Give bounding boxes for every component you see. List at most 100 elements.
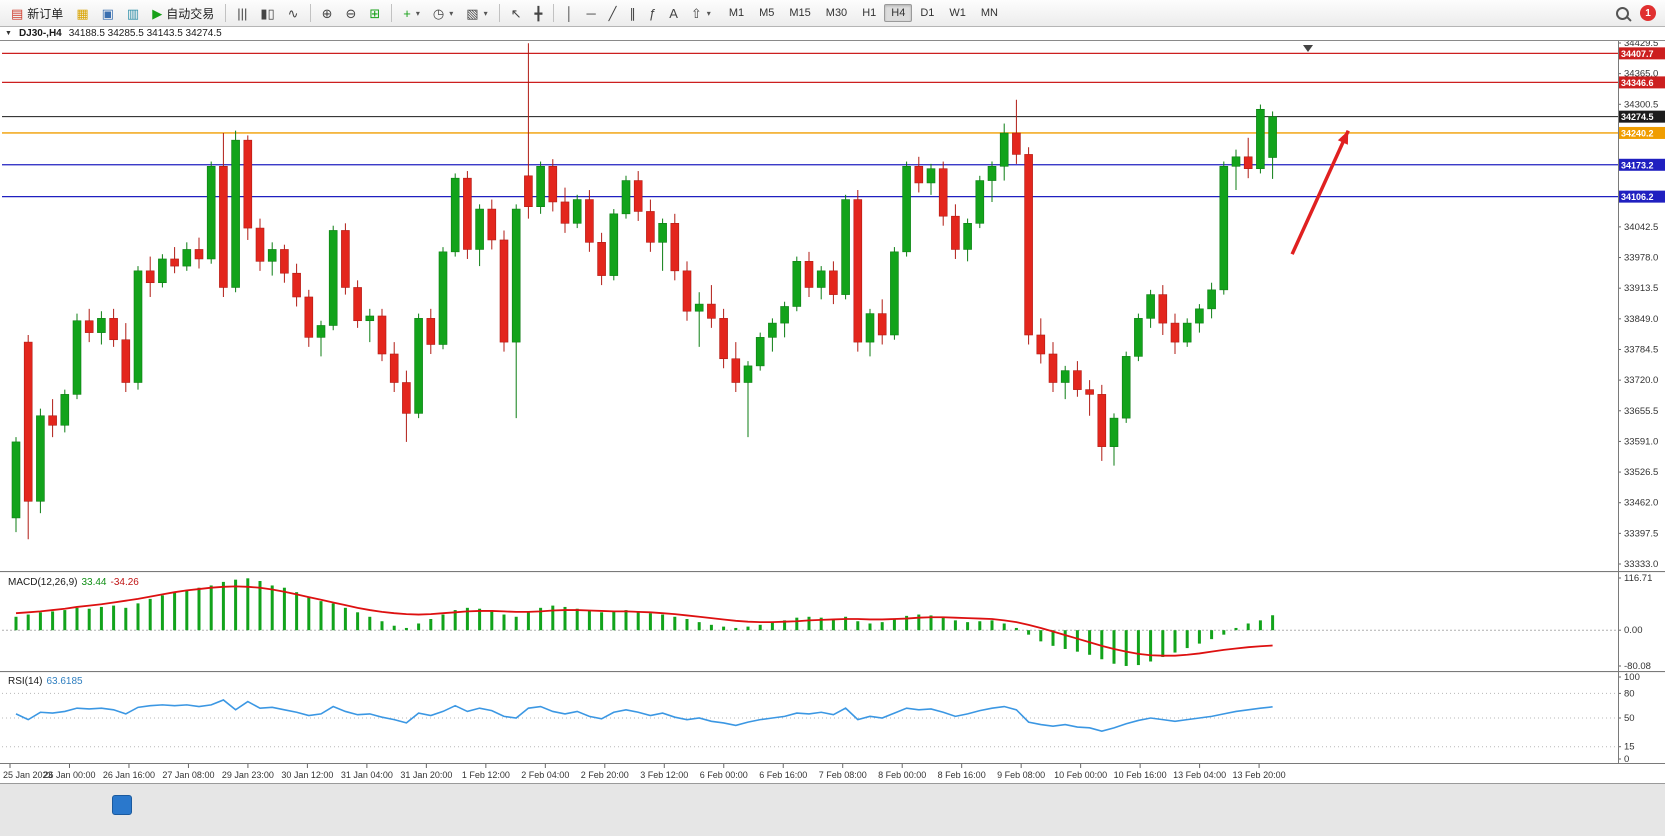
resistance-price-tag-text: 34346.6 [1621, 78, 1654, 88]
zoom-in-button[interactable]: ⊕ [316, 4, 339, 23]
vertical-line-tool-button[interactable]: │ [559, 4, 579, 23]
candlestick-mode-button[interactable]: ▮▯ [254, 4, 280, 23]
bar-chart-mode-button[interactable]: ||| [231, 4, 253, 23]
cursor-tool-button[interactable]: ↖ [505, 4, 528, 23]
candle-body [121, 339, 131, 383]
search-button[interactable] [1610, 4, 1635, 23]
rsi-line [15, 699, 1273, 732]
chart-window[interactable]: 34429.534365.034300.534236.034171.534107… [0, 41, 1665, 783]
candle-body [524, 175, 533, 207]
trendline-icon: ╱ [608, 5, 617, 21]
add-indicator-icon: + [403, 5, 411, 21]
candle-body [548, 166, 558, 203]
line-chart-mode-button[interactable]: ∿ [282, 4, 305, 23]
main-toolbar: ▤ 新订单 ▦ ▣ ▥ ▶ 自动交易 ||| ▮▯ ∿ ⊕ ⊖ ⊞ + ▾ ◷ … [0, 0, 1665, 27]
candle-body [646, 211, 655, 243]
chart-shift-marker-icon[interactable] [1303, 45, 1313, 52]
candle-body [1073, 370, 1082, 390]
candle-body [463, 177, 472, 250]
candle-body [243, 139, 253, 229]
timeframe-button-h4[interactable]: H4 [884, 4, 913, 22]
candle-body [1085, 389, 1094, 395]
trendline-tool-button[interactable]: ╱ [603, 4, 623, 23]
candle-body [145, 270, 155, 284]
new-order-button[interactable]: ▤ 新订单 [5, 2, 69, 25]
candle-body [877, 313, 887, 336]
ohlc-readout: 34188.5 34285.5 34143.5 34274.5 [68, 28, 222, 39]
current-price-price-tag-text: 34274.5 [1621, 112, 1654, 122]
timeframe-button-m30[interactable]: M30 [825, 7, 848, 19]
candle-body [60, 394, 70, 426]
symbol-timeframe-label: DJ30-,H4 [18, 28, 62, 39]
candle-body [377, 315, 387, 355]
price-axis-label: 33978.0 [1624, 253, 1658, 264]
candle-body [707, 303, 716, 319]
arrow-tool-button[interactable]: ⇧ ▾ [685, 4, 717, 23]
price-axis-label: 34429.5 [1624, 41, 1658, 49]
candle-body [280, 249, 289, 274]
candle-body [11, 441, 21, 519]
candle-body [1097, 394, 1107, 447]
candle-body [194, 249, 204, 260]
trend-arrow-annotation[interactable] [1290, 129, 1350, 255]
timeframe-button-m1[interactable]: M1 [728, 7, 745, 19]
timeframe-button-h1[interactable]: H1 [862, 7, 877, 19]
candle-body [1158, 294, 1168, 324]
candle-body [999, 132, 1009, 167]
candle-body [926, 168, 936, 184]
market-watch-button[interactable]: ▥ [121, 4, 145, 23]
timeframe-button-d1[interactable]: D1 [920, 7, 935, 19]
time-axis-label: 6 Feb 16:00 [759, 770, 807, 780]
text-tool-button[interactable]: A [663, 4, 684, 23]
candle-body [158, 258, 167, 284]
rsi-axis-label: 0 [1624, 754, 1629, 765]
time-axis-label: 31 Jan 20:00 [400, 770, 452, 780]
auto-trading-button[interactable]: ▶ 自动交易 [146, 2, 220, 25]
horizontal-line-tool-button[interactable]: ─ [580, 4, 601, 23]
candle-body [511, 208, 521, 343]
period-button[interactable]: ◷ ▾ [427, 4, 459, 23]
price-axis-label: 33526.5 [1624, 467, 1658, 478]
collapse-icon[interactable]: ▼ [5, 30, 12, 37]
price-axis-label: 33333.0 [1624, 559, 1658, 570]
profile-button[interactable]: ▣ [96, 4, 120, 23]
bottom-bar-icon[interactable] [112, 795, 132, 815]
candle-body [609, 213, 619, 276]
candle-body [219, 166, 228, 288]
tile-windows-button[interactable]: ⊞ [363, 4, 386, 23]
notification-badge[interactable]: 1 [1640, 5, 1656, 21]
candle-body [951, 215, 960, 250]
candle-body [914, 166, 924, 184]
template-button[interactable]: ▧ ▾ [460, 4, 493, 23]
open-chart-button[interactable]: ▦ [70, 4, 94, 23]
timeframe-button-m15[interactable]: M15 [789, 7, 811, 19]
macd-signal-value: -34.26 [110, 577, 139, 588]
time-axis-label: 6 Feb 00:00 [700, 770, 748, 780]
candle-body [365, 315, 375, 322]
candle-body [292, 272, 301, 298]
candle-body [975, 180, 985, 224]
candle-body [450, 177, 460, 253]
time-axis-label: 26 Jan 00:00 [43, 770, 95, 780]
timeframe-button-mn[interactable]: MN [980, 7, 998, 19]
candle-body [1195, 308, 1204, 324]
vertical-line-icon: │ [565, 5, 574, 21]
fibonacci-tool-button[interactable]: ƒ [643, 4, 662, 23]
price-axis-label: 33462.0 [1624, 498, 1658, 509]
channel-tool-button[interactable]: ∥ [623, 4, 642, 23]
candle-body [1024, 154, 1033, 336]
candle-body [36, 415, 45, 502]
timeframe-button-m5[interactable]: M5 [759, 7, 775, 19]
timeframe-button-w1[interactable]: W1 [949, 7, 966, 19]
cursor-icon: ↖ [510, 5, 522, 21]
candlesticks [11, 43, 1277, 540]
price-chart-canvas[interactable]: 34429.534365.034300.534236.034171.534107… [0, 41, 1665, 783]
time-axis-label: 10 Feb 16:00 [1114, 770, 1167, 780]
horizontal-line-icon: ─ [586, 5, 596, 21]
level-price-tag-text: 34240.2 [1621, 128, 1654, 138]
chevron-down-icon: ▾ [483, 8, 488, 18]
zoom-out-button[interactable]: ⊖ [339, 4, 362, 23]
crosshair-tool-button[interactable]: ╋ [528, 4, 548, 23]
candle-body [48, 415, 57, 426]
add-indicator-button[interactable]: + ▾ [397, 4, 426, 23]
